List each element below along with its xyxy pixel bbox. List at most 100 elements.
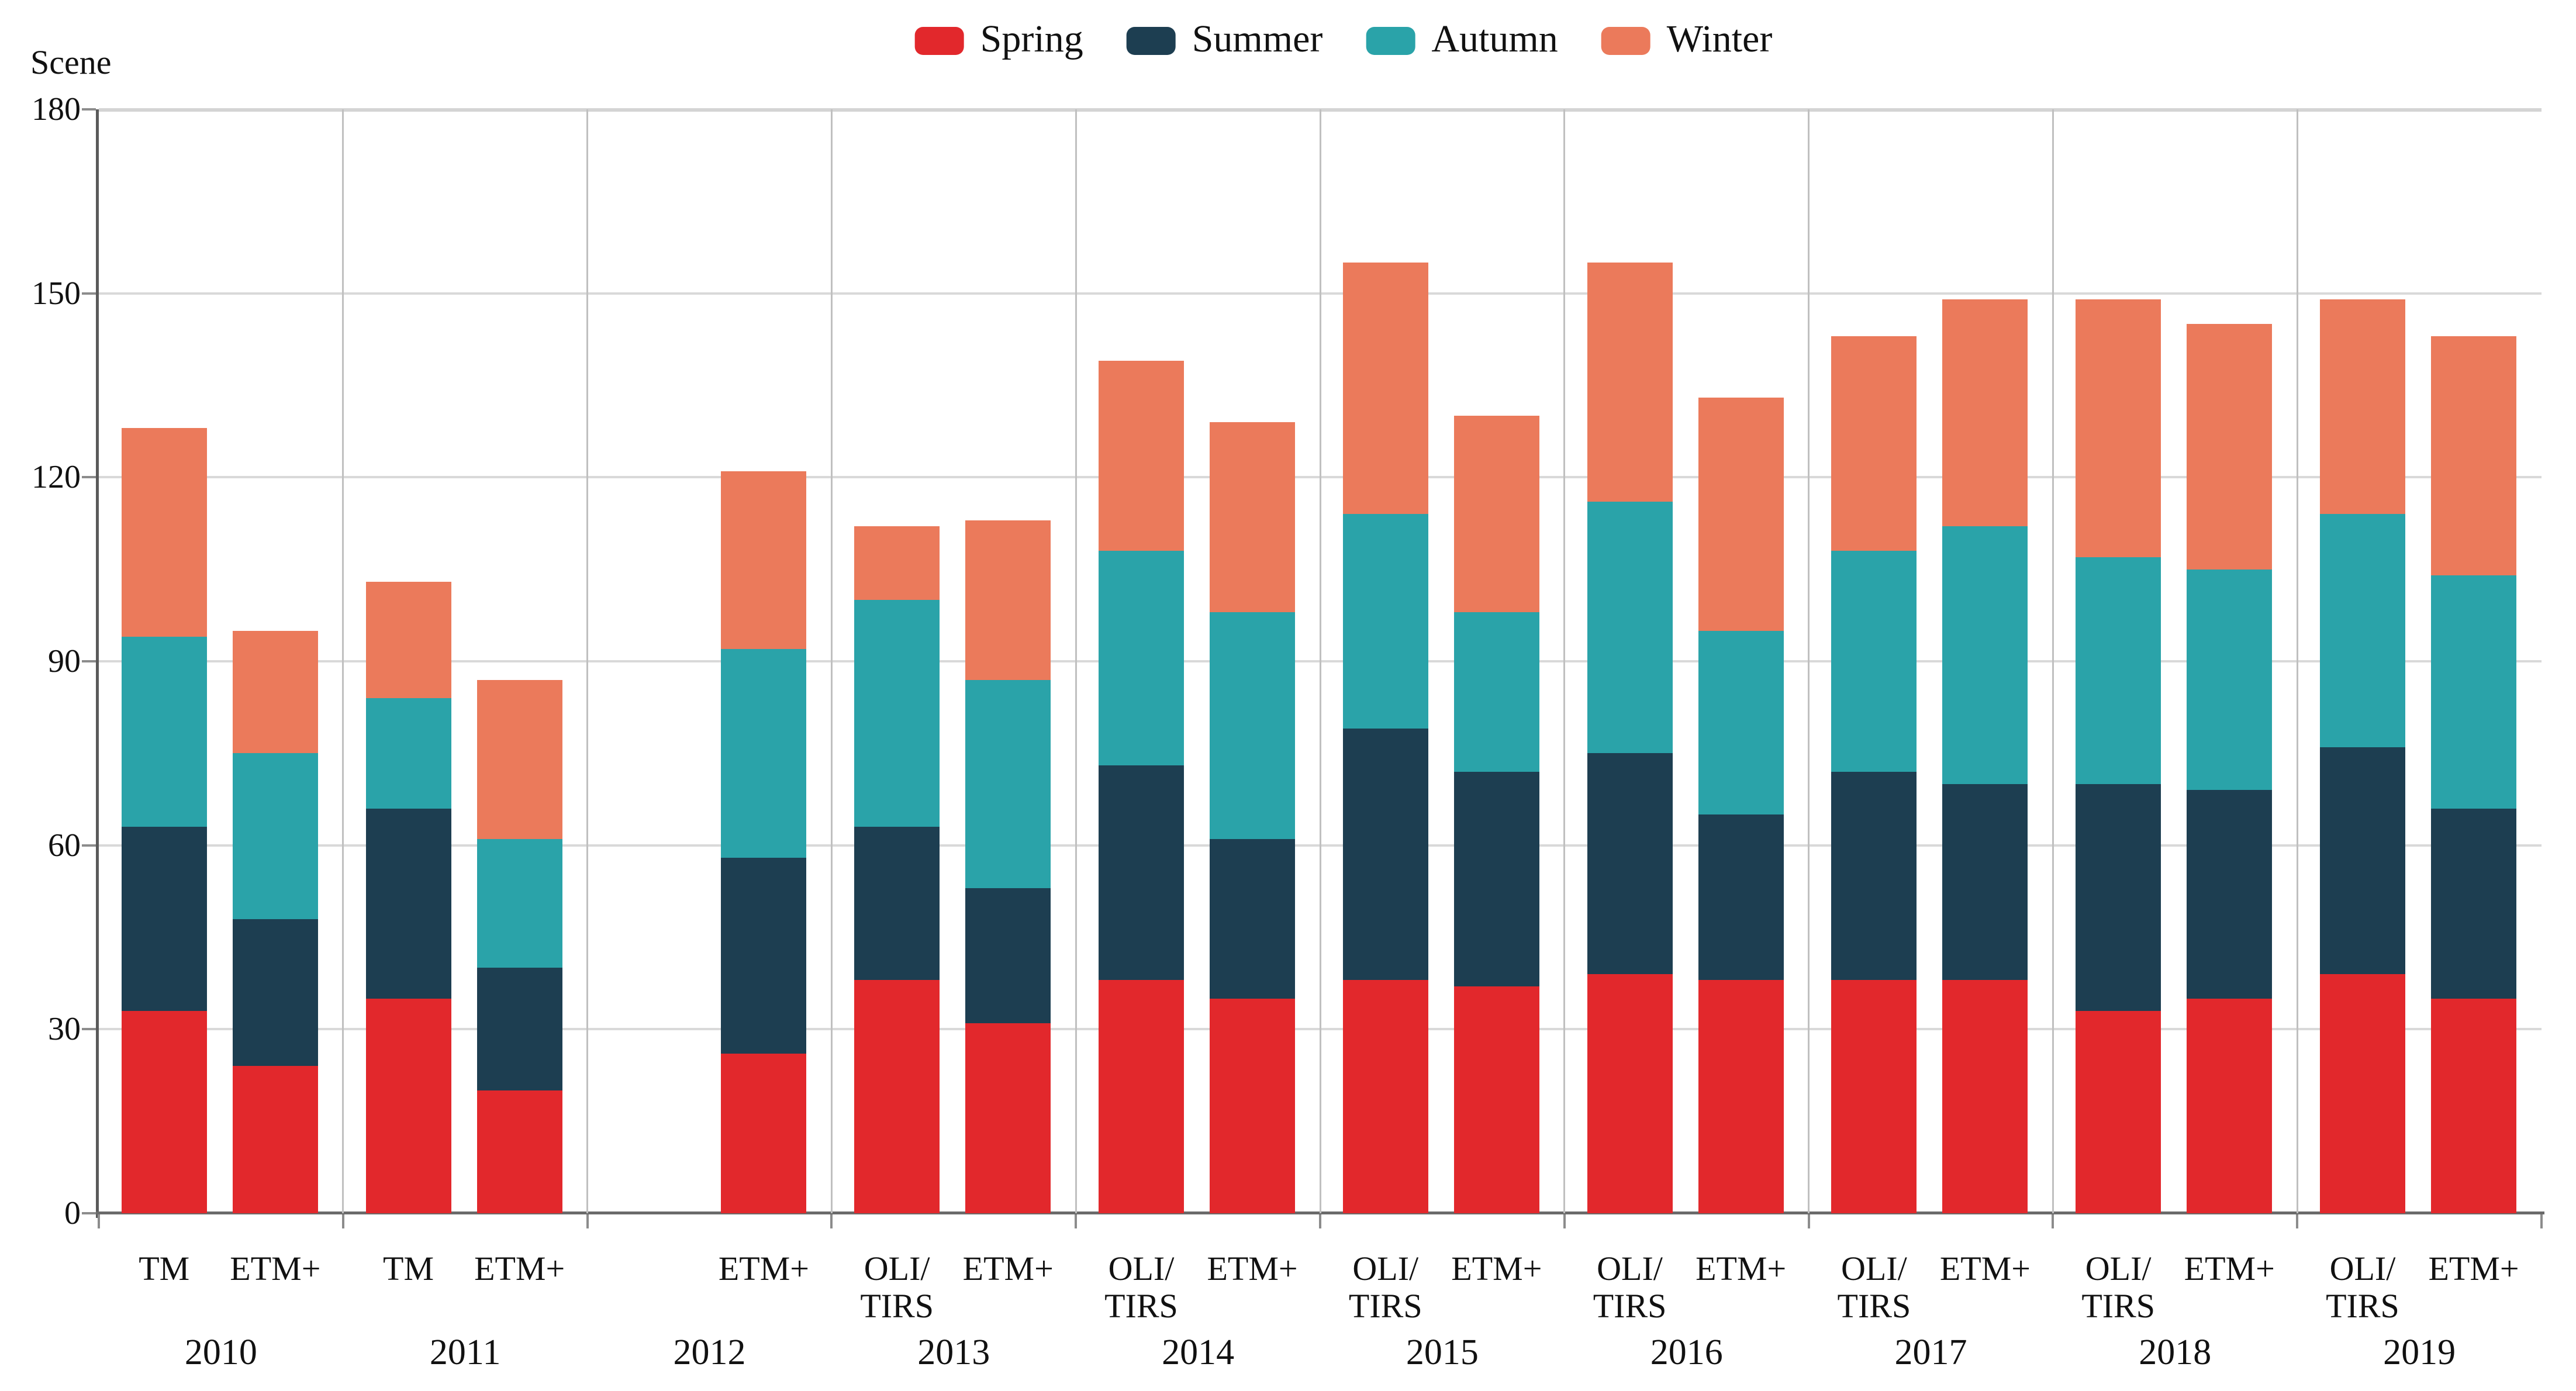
sensor-label-2017-etm-: ETM+	[1939, 1250, 2031, 1288]
x-tick-mark-3	[830, 1214, 833, 1228]
legend-label-autumn: Autumn	[1431, 18, 1558, 60]
bar-segment-spring	[232, 1066, 318, 1213]
x-tick-mark-6	[1563, 1214, 1566, 1228]
year-label-2014: 2014	[1162, 1333, 1235, 1372]
bar-segment-summer	[854, 827, 940, 981]
bar-segment-autumn	[476, 839, 562, 968]
sensor-label-2017-oli-tirs: OLI/ TIRS	[1837, 1250, 1911, 1325]
sensor-label-2019-etm-: ETM+	[2428, 1250, 2519, 1288]
legend-item-summer: Summer	[1126, 18, 1323, 62]
sensor-label-2019-oli-tirs: OLI/ TIRS	[2326, 1250, 2399, 1325]
x-tick-mark-10	[2540, 1214, 2543, 1228]
x-tick-mark-1	[341, 1214, 344, 1228]
bar-segment-winter	[1587, 263, 1673, 502]
bar-segment-summer	[1098, 765, 1184, 981]
stacked-bar-2014-oli-tirs	[1098, 361, 1184, 1213]
sensor-label-2011-tm: TM	[383, 1250, 434, 1288]
stacked-bar-2010-tm	[121, 428, 207, 1213]
sensor-label-2018-etm-: ETM+	[2184, 1250, 2275, 1288]
stacked-bar-2015-oli-tirs	[1342, 263, 1428, 1213]
bar-segment-summer	[2076, 783, 2161, 1011]
bar-segment-spring	[2431, 998, 2517, 1213]
gridline-v-4	[1075, 109, 1077, 1213]
bar-segment-winter	[2431, 336, 2517, 576]
y-tick-label-0: 0	[64, 1195, 81, 1231]
bar-segment-winter	[854, 526, 940, 600]
bar-segment-winter	[965, 520, 1051, 680]
bar-segment-autumn	[965, 679, 1051, 889]
bar-segment-summer	[1587, 753, 1673, 974]
stacked-bar-2017-oli-tirs	[1831, 336, 1917, 1213]
legend-swatch-spring-icon	[914, 27, 964, 55]
year-label-2011: 2011	[429, 1333, 501, 1372]
bar-segment-winter	[121, 428, 207, 637]
y-tick-label-180: 180	[32, 91, 81, 127]
bar-segment-spring	[1210, 998, 1296, 1213]
bar-segment-spring	[2187, 998, 2273, 1213]
bar-segment-autumn	[854, 600, 940, 827]
bar-segment-autumn	[721, 649, 807, 858]
year-label-2018: 2018	[2139, 1333, 2212, 1372]
sensor-label-2014-etm-: ETM+	[1207, 1250, 1298, 1288]
stacked-bar-2013-oli-tirs	[854, 526, 940, 1213]
bar-segment-autumn	[1098, 551, 1184, 766]
gridline-v-6	[1563, 109, 1566, 1213]
bar-segment-spring	[1587, 974, 1673, 1213]
year-label-2012: 2012	[673, 1333, 746, 1372]
x-tick-mark-8	[2052, 1214, 2054, 1228]
bar-segment-autumn	[365, 698, 451, 809]
bar-segment-spring	[476, 1090, 562, 1213]
bar-segment-winter	[1698, 398, 1784, 631]
bar-segment-winter	[721, 471, 807, 650]
y-tick-label-90: 90	[48, 643, 81, 679]
legend-label-winter: Winter	[1666, 18, 1773, 60]
y-tick-mark-180	[82, 108, 96, 111]
bar-segment-summer	[2431, 808, 2517, 999]
stacked-bar-2012-etm-	[721, 471, 807, 1213]
legend-swatch-autumn-icon	[1366, 27, 1415, 55]
bar-segment-autumn	[1942, 526, 2028, 784]
bar-segment-spring	[1098, 980, 1184, 1213]
stacked-bar-2010-etm-	[232, 630, 318, 1213]
sensor-label-2016-oli-tirs: OLI/ TIRS	[1593, 1250, 1667, 1325]
bar-segment-summer	[965, 888, 1051, 1023]
gridline-v-3	[830, 109, 833, 1213]
x-tick-mark-4	[1075, 1214, 1078, 1228]
bar-segment-summer	[121, 827, 207, 1011]
gridline-v-8	[2052, 109, 2054, 1213]
legend-swatch-winter-icon	[1601, 27, 1650, 55]
plot-area	[99, 108, 2542, 1213]
bar-segment-summer	[2187, 790, 2273, 999]
legend: Spring Summer Autumn Winter	[914, 18, 1773, 62]
year-label-2017: 2017	[1894, 1333, 1967, 1372]
bar-segment-spring	[1831, 980, 1917, 1213]
x-tick-mark-9	[2296, 1214, 2299, 1228]
y-tick-label-120: 120	[32, 459, 81, 496]
stacked-bar-2017-etm-	[1942, 299, 2028, 1213]
legend-label-summer: Summer	[1192, 18, 1323, 60]
bar-segment-winter	[232, 630, 318, 754]
bar-segment-winter	[1342, 263, 1428, 515]
year-label-2019: 2019	[2383, 1333, 2456, 1372]
gridline-v-2	[586, 109, 589, 1213]
y-tick-mark-150	[82, 292, 96, 295]
y-tick-mark-60	[82, 844, 96, 847]
bar-segment-winter	[1098, 361, 1184, 551]
sensor-label-2018-oli-tirs: OLI/ TIRS	[2081, 1250, 2155, 1325]
stacked-bar-2016-oli-tirs	[1587, 263, 1673, 1213]
bar-segment-spring	[1342, 980, 1428, 1213]
stacked-bar-2019-oli-tirs	[2319, 299, 2405, 1213]
bar-segment-summer	[2319, 747, 2405, 974]
year-label-2013: 2013	[917, 1333, 990, 1372]
bar-segment-winter	[476, 679, 562, 840]
stacked-bar-2011-etm-	[476, 679, 562, 1213]
bar-segment-summer	[232, 919, 318, 1066]
bar-segment-spring	[1453, 986, 1539, 1213]
bar-segment-autumn	[2319, 514, 2405, 747]
x-tick-mark-7	[1807, 1214, 1810, 1228]
stacked-bar-2014-etm-	[1210, 422, 1296, 1213]
legend-label-spring: Spring	[980, 18, 1083, 60]
bar-segment-summer	[721, 857, 807, 1054]
stacked-bar-2011-tm	[365, 581, 451, 1213]
year-label-2016: 2016	[1650, 1333, 1723, 1372]
